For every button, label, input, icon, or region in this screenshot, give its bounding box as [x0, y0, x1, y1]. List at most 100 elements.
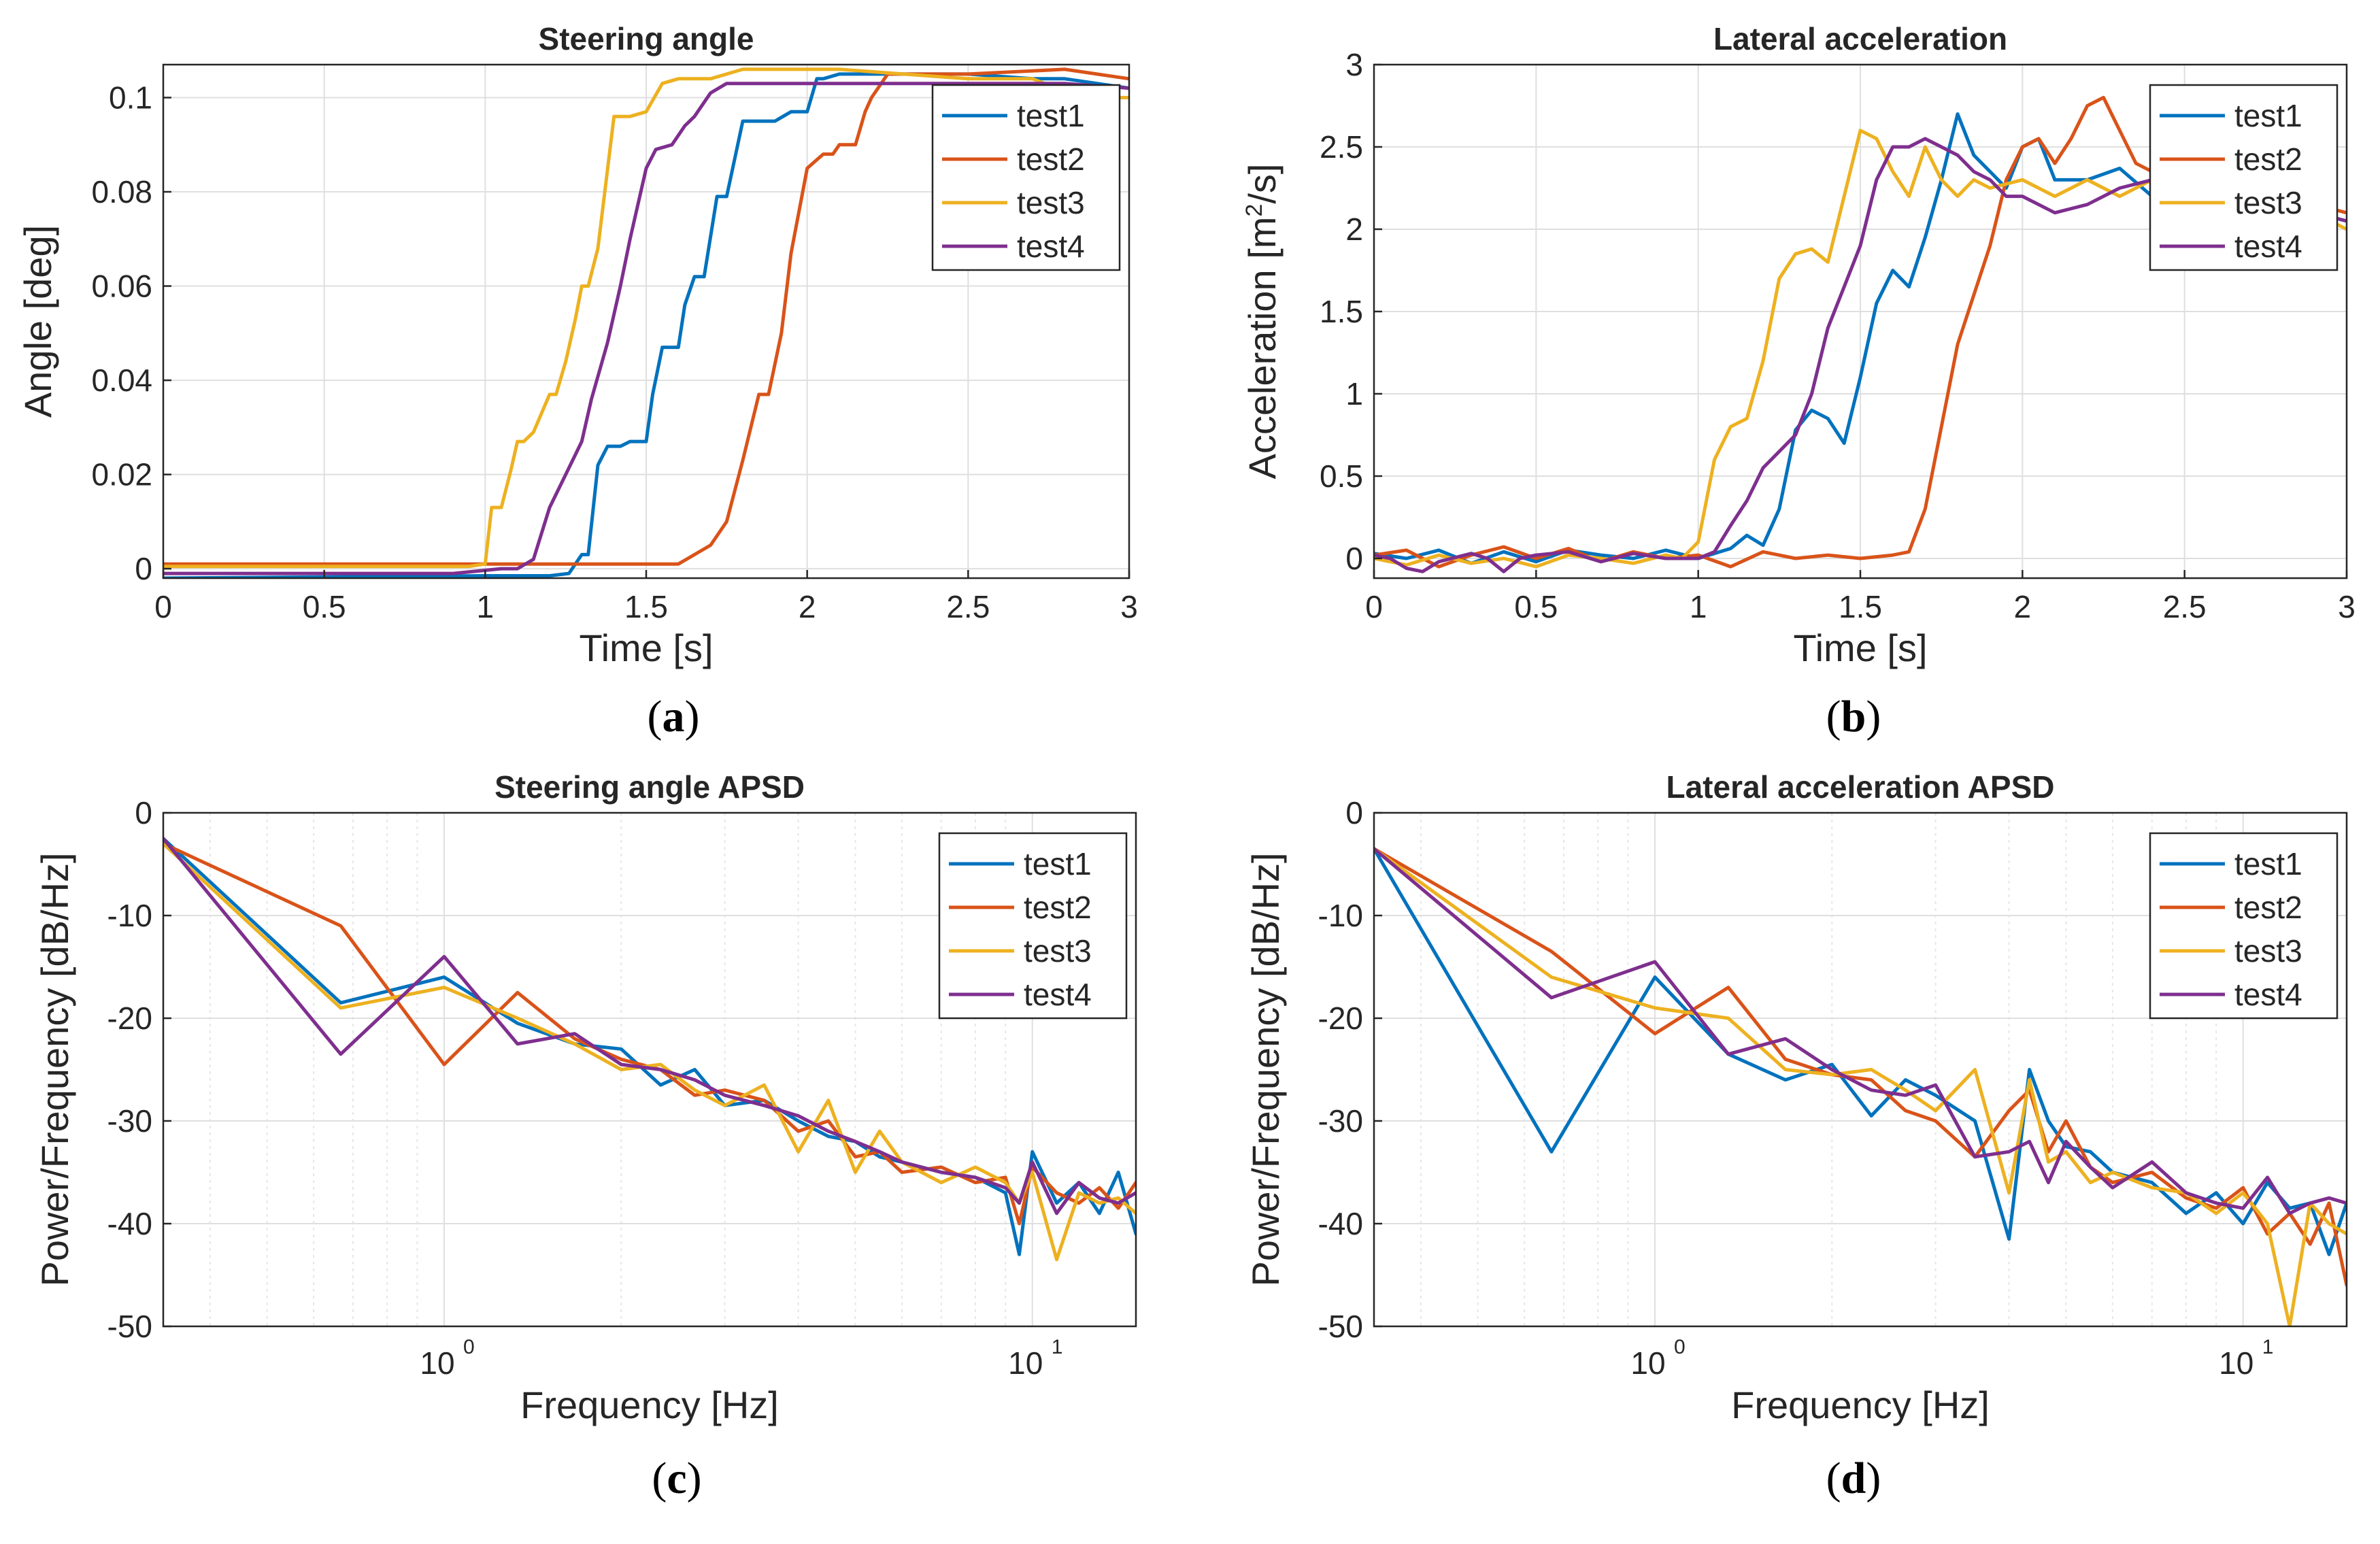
y-axis-label-main: Acceleration [m: [1241, 217, 1284, 480]
series-line-test4: [163, 82, 1129, 575]
y-tick-label: -30: [1318, 1103, 1363, 1139]
caption-letter: d: [1841, 1454, 1866, 1503]
series-line-test4: [1374, 137, 2347, 573]
x-tick-label-exponent: 0: [1674, 1336, 1686, 1358]
y-axis-label: Power/Frequency [dB/Hz]: [33, 852, 76, 1286]
legend-label-test3: test3: [1017, 185, 1085, 220]
caption-open: (: [652, 1454, 667, 1503]
series-line-test3: [163, 67, 1129, 569]
x-tick-label: 10: [1008, 1345, 1043, 1381]
series-line-test3: [163, 841, 1136, 1262]
legend-label-test4: test4: [1024, 977, 1092, 1012]
series-line-test1: [1374, 847, 2347, 1256]
x-tick-label: 2: [799, 589, 816, 624]
x-tick-label: 3: [1120, 589, 1138, 624]
y-tick-label: 1: [1345, 376, 1363, 412]
x-tick-label: 1.5: [624, 589, 668, 624]
legend-label-test2: test2: [1024, 890, 1092, 925]
y-tick-label: 0: [135, 795, 152, 830]
caption-open: (: [1826, 692, 1841, 741]
caption-open: (: [648, 692, 663, 741]
tick-marks: [1373, 63, 2348, 578]
series-line-test1: [1374, 112, 2347, 565]
y-axis-label: Acceleration [m2/s]: [1241, 164, 1284, 480]
y-tick-label: -10: [1318, 898, 1363, 933]
x-tick-label-exponent: 1: [1052, 1336, 1063, 1358]
legend: test1 test2 test3 test4: [931, 84, 1121, 271]
y-tick-label: -20: [1318, 1001, 1363, 1036]
legend: test1 test2 test3 test4: [2149, 832, 2339, 1020]
legend-label-test1: test1: [2234, 846, 2302, 882]
y-tick-label: 0: [1345, 541, 1363, 576]
x-tick-label: 10: [1630, 1345, 1665, 1381]
chart-a: 0 0.5 1 1.5 2 2.5 3 0 0.02 0.04 0.06 0.08 0.1 Steerin…: [16, 21, 1138, 741]
y-axis-label-sup: 2: [1241, 204, 1267, 217]
legend: test1 test2 test3 test4: [938, 832, 1128, 1020]
chart-title: Steering angle APSD: [495, 769, 805, 805]
x-tick-label-exponent: 1: [2262, 1336, 2274, 1358]
y-axis-label: Power/Frequency [dB/Hz]: [1244, 852, 1287, 1286]
caption-close: ): [685, 692, 700, 741]
legend-label-test3: test3: [1024, 933, 1092, 969]
x-tick-label: 2.5: [2163, 589, 2207, 624]
series-line-test2: [1374, 847, 2347, 1288]
y-tick-label: -10: [107, 898, 152, 933]
x-tick-label: 1: [477, 589, 495, 624]
x-tick-label: 0: [1365, 589, 1383, 624]
axes-box: [1373, 811, 2348, 1328]
y-tick-label: 1.5: [1320, 294, 1363, 329]
x-tick-label: 0.5: [303, 589, 346, 624]
panel-caption: (b): [1826, 692, 1881, 741]
chart-title: Lateral acceleration APSD: [1666, 769, 2055, 805]
y-tick-label: -40: [1318, 1206, 1363, 1241]
legend-label-test4: test4: [1017, 229, 1085, 264]
y-tick-label: 0.08: [91, 174, 152, 209]
tick-marks: [163, 811, 171, 1328]
legend-label-test1: test1: [1017, 98, 1085, 133]
series-line-test3: [1374, 847, 2347, 1326]
legend-label-test2: test2: [1017, 141, 1085, 177]
legend-label-test4: test4: [2234, 229, 2302, 264]
chart-title: Steering angle: [539, 21, 754, 56]
legend-label-test2: test2: [2234, 890, 2302, 925]
chart-c: 10 0 10 1 -50 -40 -30 -20 -10 0 Steering angle APS…: [33, 769, 1137, 1503]
series-group: [163, 837, 1136, 1262]
legend-label-test1: test1: [2234, 98, 2302, 133]
x-tick-label: 1: [1690, 589, 1707, 624]
y-tick-label: -30: [107, 1103, 152, 1139]
axes-box: [162, 811, 1137, 1328]
y-tick-label: 0.04: [91, 363, 152, 398]
y-tick-label: -20: [107, 1001, 152, 1036]
x-axis-label: Time [s]: [579, 626, 713, 669]
y-tick-label: -40: [107, 1206, 152, 1241]
series-line-test4: [1374, 847, 2347, 1215]
y-tick-label: 0.1: [109, 80, 152, 115]
chart-title: Lateral acceleration: [1713, 21, 2007, 56]
series-line-test4: [163, 837, 1136, 1215]
y-tick-label: 2: [1345, 212, 1363, 247]
x-tick-label: 0.5: [1514, 589, 1558, 624]
caption-close: ): [1866, 692, 1881, 741]
x-axis-label: Time [s]: [1793, 626, 1927, 669]
x-tick-label: 10: [420, 1345, 454, 1381]
series-group: [163, 67, 1129, 578]
panel-caption: (d): [1826, 1454, 1881, 1503]
chart-d: 10 0 10 1 -50 -40 -30 -20 -10 0 Lateral accelerati…: [1244, 769, 2348, 1503]
tick-marks: [1374, 811, 1382, 1328]
series-line-test2: [163, 841, 1136, 1226]
caption-close: ): [687, 1454, 702, 1503]
y-axis-label: Angle [deg]: [16, 225, 59, 418]
legend-label-test4: test4: [2234, 977, 2302, 1012]
x-tick-label: 0: [154, 589, 172, 624]
y-tick-label: 3: [1345, 47, 1363, 82]
y-tick-label: 2.5: [1320, 129, 1363, 165]
legend-label-test3: test3: [2234, 933, 2302, 969]
x-tick-label: 3: [2338, 589, 2356, 624]
tick-marks: [162, 97, 1130, 578]
caption-close: ): [1866, 1454, 1881, 1503]
x-tick-label-exponent: 0: [463, 1336, 475, 1358]
y-tick-label: -50: [107, 1309, 152, 1344]
series-group: [1374, 95, 2347, 573]
y-tick-label: 0.06: [91, 269, 152, 304]
